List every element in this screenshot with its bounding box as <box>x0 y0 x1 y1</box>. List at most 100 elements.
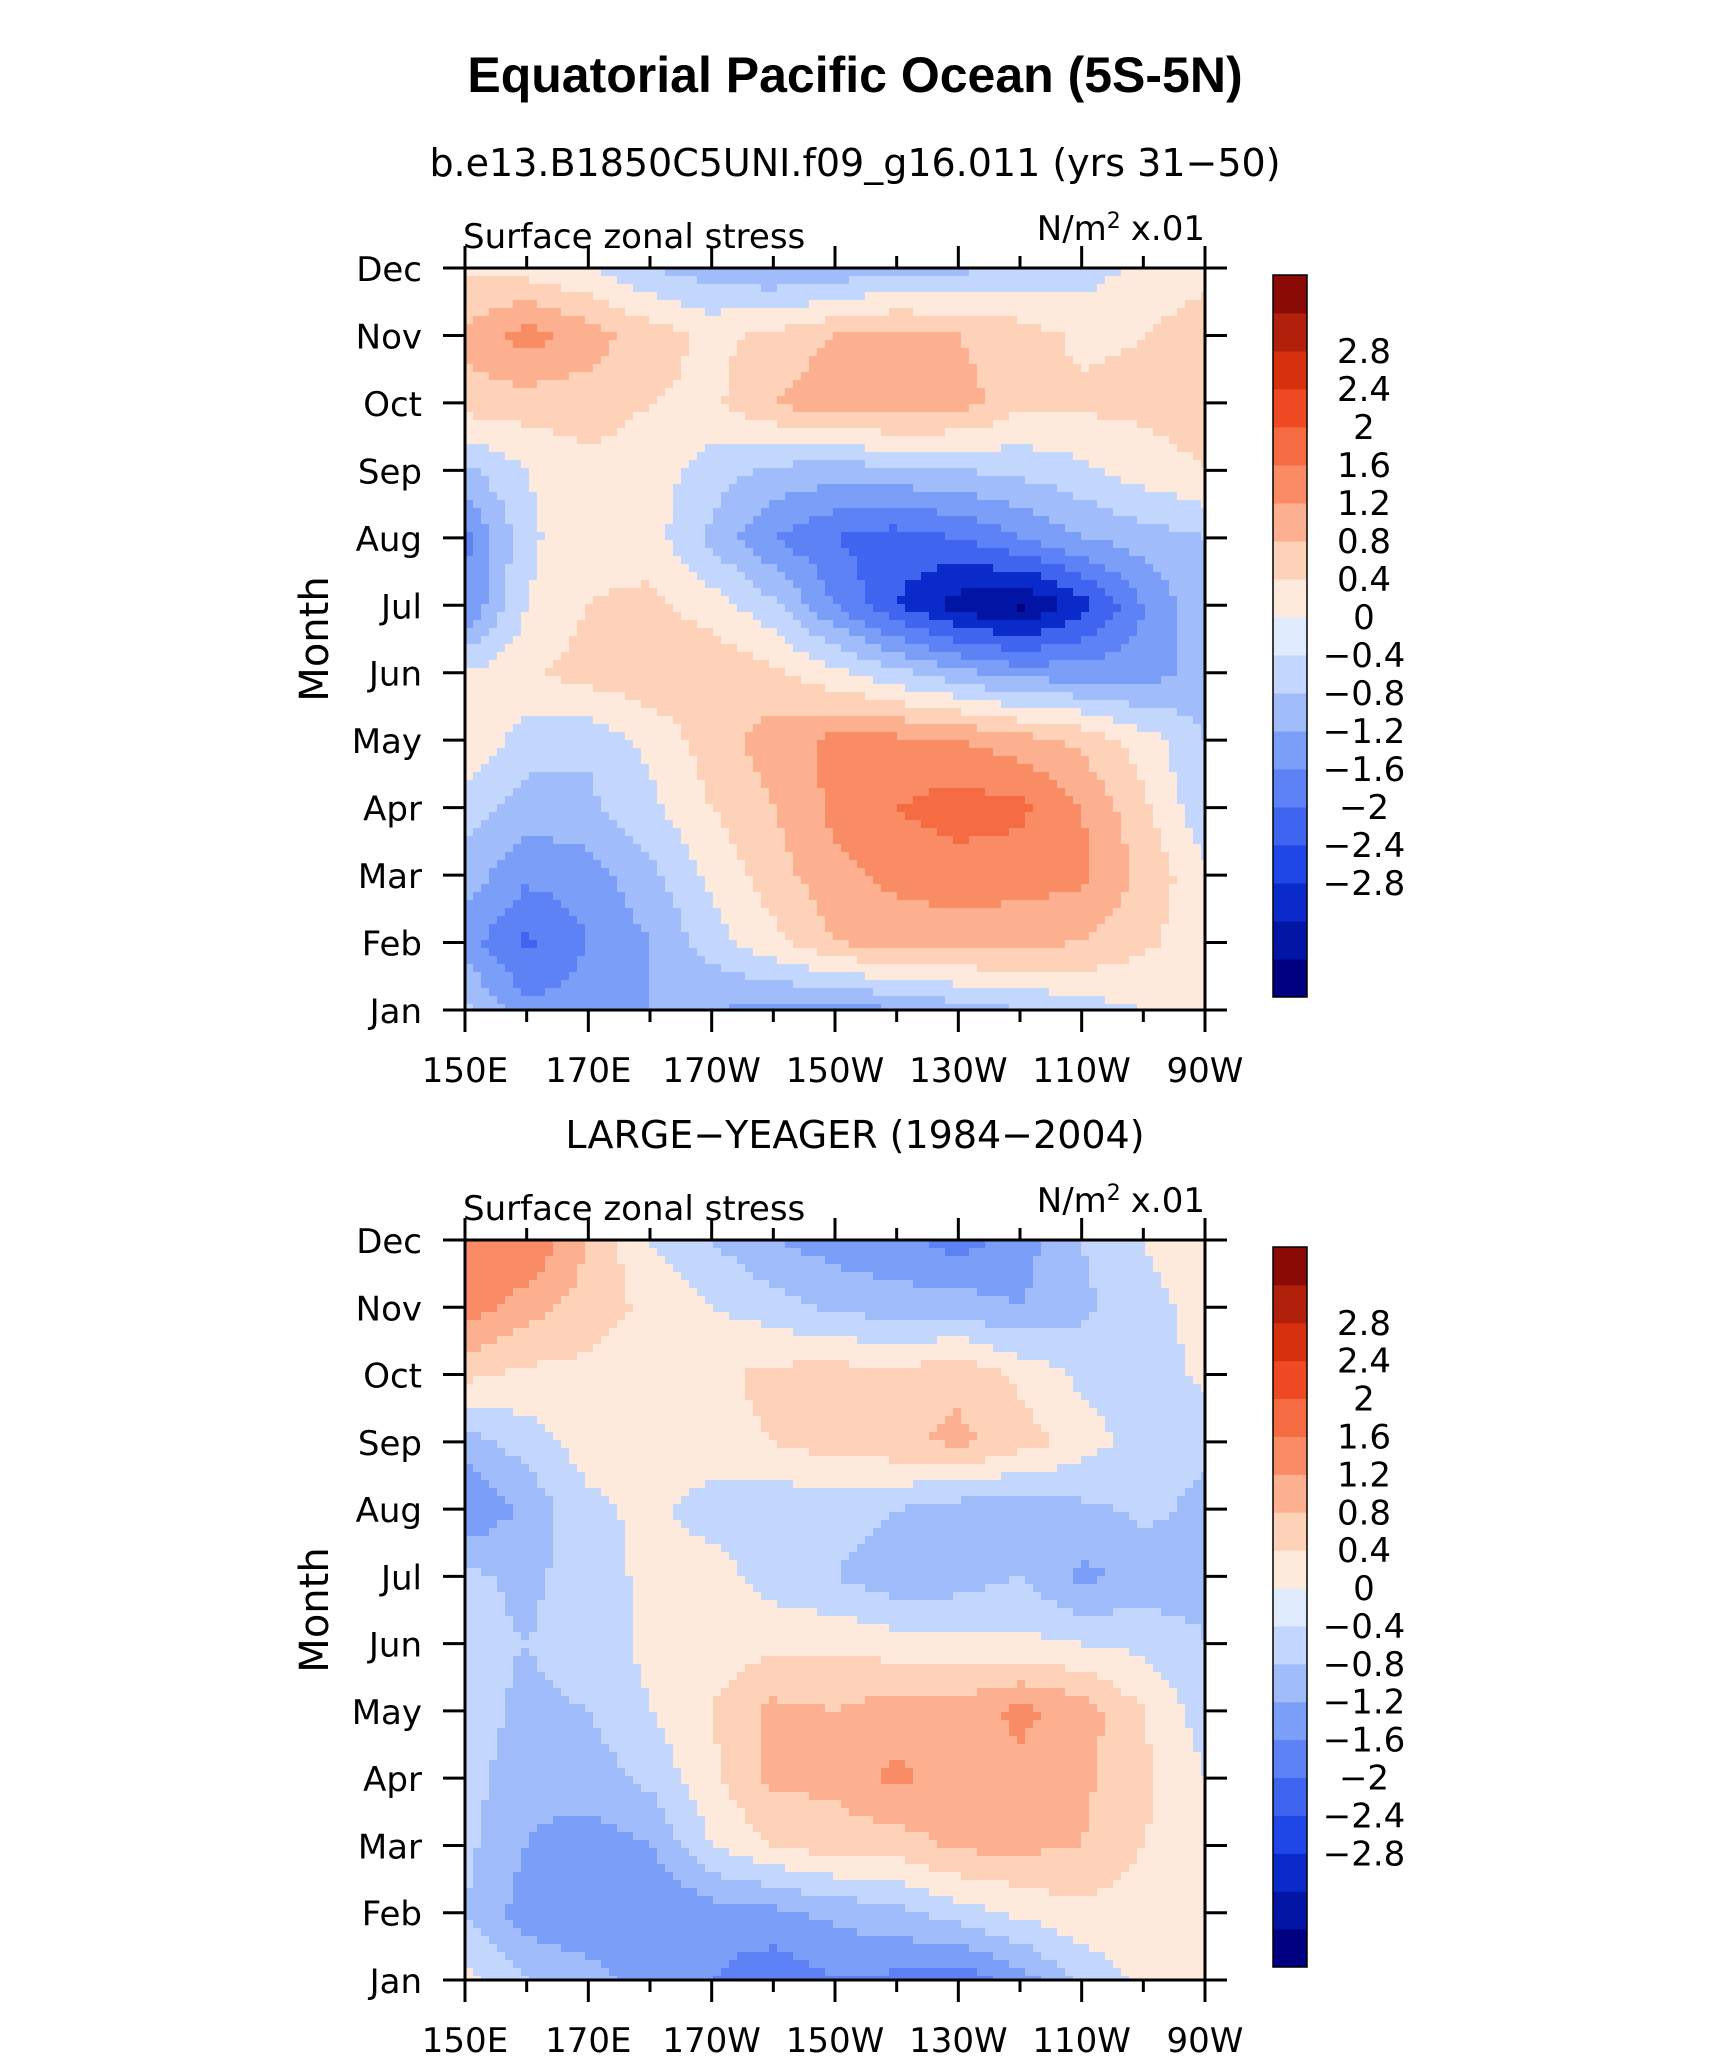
heatmap-cell <box>1033 564 1042 573</box>
heatmap-cell <box>809 668 818 677</box>
heatmap-cell <box>1193 324 1202 333</box>
heatmap-cell <box>1121 572 1130 581</box>
heatmap-cell <box>985 636 994 645</box>
heatmap-cell <box>649 420 658 429</box>
heatmap-cell <box>1089 604 1098 613</box>
heatmap-cell <box>977 644 986 653</box>
heatmap-cell <box>913 428 922 437</box>
heatmap-cell <box>737 348 746 357</box>
heatmap-cell <box>689 412 698 421</box>
heatmap-cell <box>489 420 498 429</box>
heatmap-cell <box>681 348 690 357</box>
heatmap-cell <box>961 540 970 549</box>
heatmap-cell <box>537 460 546 469</box>
heatmap-cell <box>1137 684 1146 693</box>
heatmap-cell <box>625 308 634 317</box>
heatmap-cell <box>1057 532 1066 541</box>
heatmap-cell <box>793 388 802 397</box>
heatmap-cell <box>601 460 610 469</box>
heatmap-cell <box>601 396 610 405</box>
heatmap-cell <box>785 476 794 485</box>
heatmap-cell <box>817 412 826 421</box>
heatmap-cell <box>753 572 762 581</box>
heatmap-cell <box>945 340 954 349</box>
heatmap-cell <box>865 524 874 533</box>
heatmap-cell <box>921 444 930 453</box>
heatmap-cell <box>1113 380 1122 389</box>
heatmap-cell <box>873 356 882 365</box>
heatmap-cell <box>689 388 698 397</box>
heatmap-cell <box>681 588 690 597</box>
heatmap-cell <box>849 492 858 501</box>
heatmap-cell <box>513 348 522 357</box>
heatmap-cell <box>1057 468 1066 477</box>
heatmap-cell <box>777 684 786 693</box>
heatmap-cell <box>529 564 538 573</box>
heatmap-cell <box>865 332 874 341</box>
heatmap-cell <box>1185 676 1194 685</box>
heatmap-cell <box>1137 356 1146 365</box>
heatmap-cell <box>1089 460 1098 469</box>
heatmap-cell <box>569 644 578 653</box>
heatmap-cell <box>777 372 786 381</box>
heatmap-cell <box>601 628 610 637</box>
heatmap-cell <box>713 572 722 581</box>
heatmap-cell <box>809 404 818 413</box>
heatmap-cell <box>649 484 658 493</box>
heatmap-cell <box>745 548 754 557</box>
heatmap-cell <box>785 676 794 685</box>
heatmap-cell <box>865 348 874 357</box>
heatmap-cell <box>553 300 562 309</box>
heatmap-cell <box>1081 364 1090 373</box>
heatmap-cell <box>641 340 650 349</box>
heatmap-cell <box>1161 620 1170 629</box>
heatmap-cell <box>1153 596 1162 605</box>
heatmap-cell <box>585 484 594 493</box>
heatmap-cell <box>729 364 738 373</box>
heatmap-cell <box>849 524 858 533</box>
heatmap-cell <box>777 628 786 637</box>
heatmap-cell <box>1049 500 1058 509</box>
heatmap-cell <box>1057 540 1066 549</box>
heatmap-cell <box>921 404 930 413</box>
heatmap-cell <box>593 396 602 405</box>
heatmap-cell <box>1073 476 1082 485</box>
heatmap-cell <box>529 500 538 509</box>
heatmap-cell <box>665 484 674 493</box>
heatmap-cell <box>857 380 866 389</box>
heatmap-cell <box>1073 580 1082 589</box>
heatmap-cell <box>633 412 642 421</box>
heatmap-cell <box>1049 308 1058 317</box>
heatmap-cell <box>505 396 514 405</box>
heatmap-cell <box>665 500 674 509</box>
heatmap-cell <box>1137 468 1146 477</box>
heatmap-cell <box>1009 644 1018 653</box>
heatmap-cell <box>1161 444 1170 453</box>
heatmap-cell <box>489 372 498 381</box>
heatmap-cell <box>673 604 682 613</box>
heatmap-cell <box>1105 500 1114 509</box>
heatmap-cell <box>521 692 530 701</box>
heatmap-cell <box>929 372 938 381</box>
heatmap-cell <box>1017 420 1026 429</box>
heatmap-cell <box>641 684 650 693</box>
heatmap-cell <box>545 412 554 421</box>
heatmap-cell <box>961 372 970 381</box>
heatmap-cell <box>633 620 642 629</box>
heatmap-cell <box>1009 332 1018 341</box>
heatmap-cell <box>793 684 802 693</box>
heatmap-cell <box>545 604 554 613</box>
heatmap-cell <box>681 676 690 685</box>
heatmap-cell <box>545 684 554 693</box>
heatmap-cell <box>833 308 842 317</box>
heatmap-cell <box>513 524 522 533</box>
heatmap-cell <box>1121 372 1130 381</box>
heatmap-cell <box>1193 468 1202 477</box>
heatmap-cell <box>529 548 538 557</box>
heatmap-cell <box>1129 300 1138 309</box>
heatmap-cell <box>1137 636 1146 645</box>
heatmap-cell <box>921 500 930 509</box>
heatmap-cell <box>985 572 994 581</box>
heatmap-cell <box>609 372 618 381</box>
heatmap-cell <box>985 668 994 677</box>
